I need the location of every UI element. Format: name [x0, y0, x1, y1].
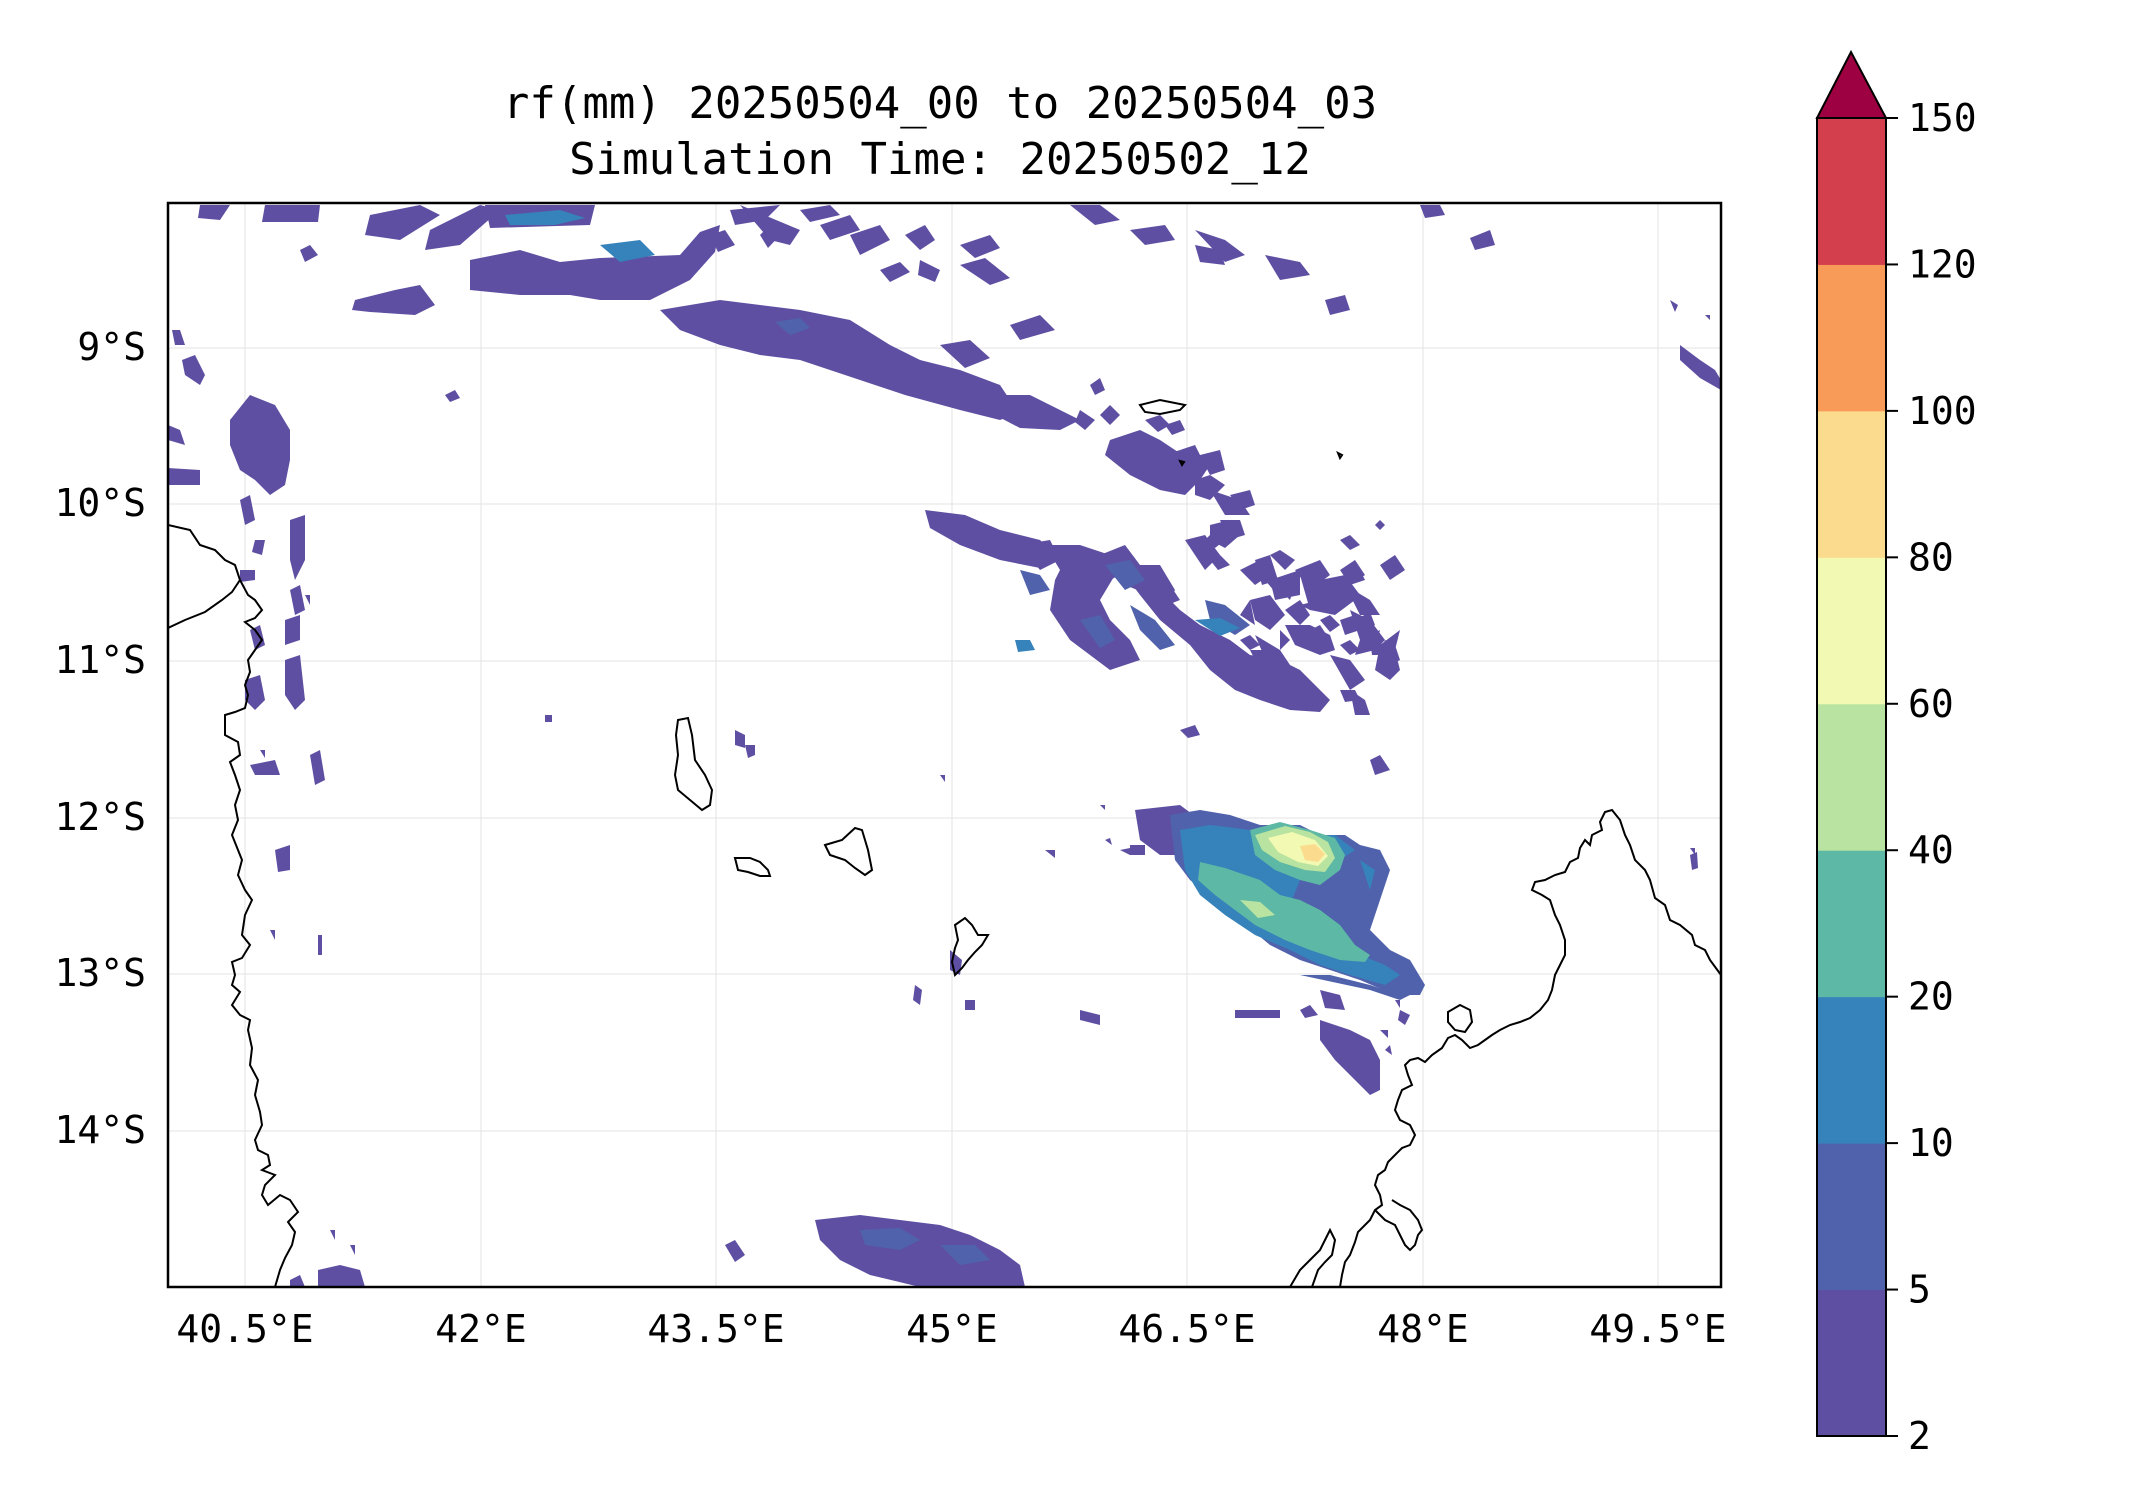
- colorbar-segment: [1817, 264, 1886, 412]
- map-gridlines: [168, 203, 1721, 1287]
- map-background: [168, 203, 1721, 1287]
- coastline-madagascar-south: [1289, 1227, 1337, 1287]
- coastline-islet-2: [1178, 459, 1186, 467]
- rainfall-level-80-100: [1300, 844, 1325, 862]
- colorbar-segments: [1817, 118, 1886, 1437]
- colorbar-segment: [1817, 410, 1886, 558]
- colorbar-segment: [1817, 557, 1886, 705]
- lat-tick-label: 14°S: [54, 1108, 146, 1152]
- lon-tick-label: 40.5°E: [176, 1307, 313, 1351]
- colorbar-tick-label: 120: [1908, 242, 1977, 286]
- map-panel: 9°S 10°S 11°S 12°S 13°S 14°S 40.5°E 42°E…: [54, 201, 1727, 1351]
- rainfall-level-2-5: [168, 205, 1721, 1287]
- coastline-grande-comore: [673, 716, 714, 812]
- coastline-glorieuses: [1138, 398, 1188, 416]
- lat-tick-label: 9°S: [77, 325, 146, 369]
- coastlines: [168, 398, 1721, 1287]
- lon-tick-label: 49.5°E: [1589, 1307, 1726, 1351]
- colorbar-segment: [1817, 1289, 1886, 1437]
- coastline-mozambique-tanzania: [224, 579, 300, 1287]
- lat-tick-label: 10°S: [54, 481, 146, 525]
- coastline-africa-mainland: [168, 524, 242, 629]
- lat-tick-label: 13°S: [54, 951, 146, 995]
- colorbar-tick-label: 20: [1908, 975, 1954, 1019]
- colorbar-tick-label: 150: [1908, 96, 1977, 140]
- coastline-anjouan: [823, 826, 874, 877]
- colorbar-tick-label: 40: [1908, 828, 1954, 872]
- colorbar-segment: [1817, 118, 1886, 265]
- lon-tick-label: 43.5°E: [647, 1307, 784, 1351]
- colorbar-frame: [1816, 117, 1887, 1437]
- coastline-moheli: [733, 857, 772, 877]
- colorbar-tick-label: 5: [1908, 1268, 1931, 1312]
- colorbar: 2 5 10 20 40 60 80 100 120 150: [1815, 49, 1977, 1458]
- lon-tick-label: 48°E: [1377, 1307, 1469, 1351]
- colorbar-tick-label: 10: [1908, 1121, 1954, 1165]
- colorbar-segment: [1817, 1143, 1886, 1291]
- colorbar-extend-arrow: [1815, 49, 1888, 119]
- colorbar-segment: [1817, 996, 1886, 1144]
- lon-tick-label: 45°E: [906, 1307, 998, 1351]
- colorbar-tick-label: 2: [1908, 1414, 1931, 1458]
- coastline-islet-1: [1336, 450, 1344, 461]
- colorbar-tick-label: 100: [1908, 389, 1977, 433]
- figure-title-line2: Simulation Time: 20250502_12: [569, 134, 1311, 185]
- latitude-axis: 9°S 10°S 11°S 12°S 13°S 14°S: [54, 325, 146, 1152]
- colorbar-tick-label: 80: [1908, 535, 1954, 579]
- lon-tick-label: 42°E: [435, 1307, 527, 1351]
- coastline-mayotte: [950, 916, 990, 977]
- map-frame: [166, 201, 1723, 1289]
- lat-tick-label: 11°S: [54, 638, 146, 682]
- figure-title-line1: rf(mm) 20250504_00 to 20250504_03: [503, 78, 1377, 129]
- coastline-madagascar: [1339, 808, 1721, 1287]
- colorbar-tick-label: 60: [1908, 682, 1954, 726]
- colorbar-segment: [1817, 703, 1886, 851]
- lon-tick-label: 46.5°E: [1118, 1307, 1255, 1351]
- longitude-axis: 40.5°E 42°E 43.5°E 45°E 46.5°E 48°E 49.5…: [176, 1307, 1726, 1351]
- lat-tick-label: 12°S: [54, 795, 146, 839]
- colorbar-segment: [1817, 850, 1886, 998]
- colorbar-ticks: 2 5 10 20 40 60 80 100 120 150: [1886, 96, 1977, 1458]
- coastline-nosy-be: [1447, 1003, 1474, 1034]
- coastline-madagascar-west-bay: [1374, 1199, 1424, 1252]
